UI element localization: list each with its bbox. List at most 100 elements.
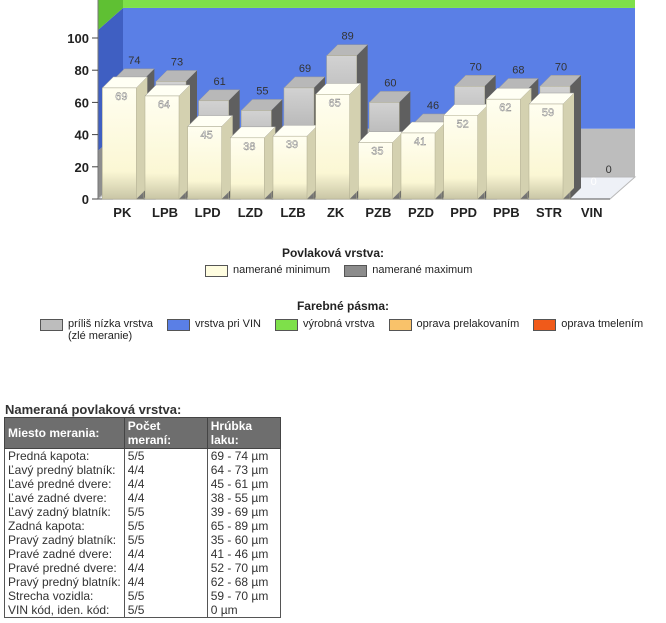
cell-thickness: 39 - 69 µm — [206, 505, 281, 519]
cell-location: Ľavé zadné dvere: — [4, 491, 125, 505]
data-label-max: 68 — [512, 65, 524, 77]
cell-count: 5/5 — [123, 533, 208, 547]
legend-item-min: namerané minimum — [205, 264, 330, 277]
data-label-min: 59 — [542, 107, 554, 119]
legend-label-production: výrobná vrstva — [302, 318, 375, 330]
bar-min-LZD — [230, 137, 265, 200]
data-label-min: 69 — [115, 91, 127, 103]
x-tick-label: PK — [113, 205, 132, 220]
header-count: Počet meraní: — [123, 417, 208, 449]
cell-count: 5/5 — [123, 603, 208, 618]
bands-legend-title: Farebné pásma: — [296, 299, 390, 313]
x-tick-label: LZB — [280, 205, 305, 220]
data-label-min: 52 — [457, 118, 469, 130]
cell-location: Ľavý zadný blatník: — [4, 505, 125, 519]
y-tick-label: 20 — [75, 160, 89, 175]
x-tick-label: PZD — [408, 205, 434, 220]
bar-min-PZD-side — [435, 121, 446, 199]
cell-count: 4/4 — [123, 463, 208, 477]
cell-thickness: 52 - 70 µm — [206, 561, 281, 575]
cell-thickness: 0 µm — [206, 603, 281, 618]
cell-count: 4/4 — [123, 547, 208, 561]
data-label-max: 74 — [128, 55, 140, 67]
data-label-max: 0 — [606, 164, 612, 176]
x-tick-label: PPB — [493, 205, 520, 220]
legend-swatch-max — [344, 265, 368, 277]
measurement-table: Miesto merania: Počet meraní: Hrúbka lak… — [4, 417, 281, 618]
cell-location: VIN kód, iden. kód: — [4, 603, 125, 618]
series-legend-title: Povlaková vrstva: — [281, 246, 385, 260]
table-row: VIN kód, iden. kód: 5/5 0 µm — [4, 603, 281, 618]
bar-min-PPB-side — [520, 88, 532, 199]
x-tick-label: LPB — [152, 205, 178, 220]
cell-location: Ľavé predné dvere: — [4, 477, 125, 491]
legend-swatch-repaint — [388, 319, 412, 331]
cell-thickness: 62 - 68 µm — [206, 575, 281, 589]
table-row: Ľavé zadné dvere: 4/4 38 - 55 µm — [4, 491, 281, 505]
bar-min-STR — [528, 103, 564, 200]
bar-min-ZK-side — [349, 83, 361, 199]
y-tick-label: 100 — [67, 31, 89, 46]
data-label-max: 70 — [470, 61, 482, 73]
table-row: Pravé zadné dvere: 4/4 41 - 46 µm — [4, 547, 281, 561]
x-tick-label: PPD — [450, 205, 477, 220]
cell-location: Pravý zadný blatník: — [4, 533, 125, 547]
x-tick-label: VIN — [581, 205, 603, 220]
y-tick-label: 0 — [82, 192, 89, 207]
y-tick-label: 40 — [75, 128, 89, 143]
table-row: Ľavé predné dvere: 4/4 45 - 61 µm — [4, 477, 281, 491]
legend-label-low-line2: (zlé meranie) — [68, 330, 133, 342]
table-row: Zadná kapota: 5/5 65 - 89 µm — [4, 519, 281, 533]
legend-swatch-low — [40, 319, 63, 331]
cell-location: Zadná kapota: — [4, 519, 125, 533]
data-label-min: 35 — [371, 146, 383, 158]
data-label-max: 69 — [299, 63, 311, 75]
band-production-side — [98, 0, 123, 30]
series-legend: namerané minimum namerané maximum — [205, 264, 486, 277]
bar-min-PPD-side — [477, 104, 489, 199]
legend-item-repaint: oprava prelakovaním — [388, 318, 519, 331]
data-label-min: 38 — [243, 141, 255, 153]
cell-location: Pravý predný blatník: — [4, 575, 125, 589]
band-production-wall — [123, 0, 635, 8]
legend-item-max: namerané maximum — [344, 264, 472, 277]
data-label-min: 45 — [201, 130, 213, 142]
cell-location: Ľavý predný blatník: — [4, 463, 125, 477]
legend-swatch-vin — [166, 319, 190, 331]
table-header-row: Miesto merania: Počet meraní: Hrúbka lak… — [4, 417, 281, 449]
cell-thickness: 35 - 60 µm — [206, 533, 281, 547]
legend-item-low: príliš nízka vrstva (zlé meranie) — [40, 318, 153, 342]
legend-swatch-filler — [533, 319, 557, 331]
cell-count: 4/4 — [123, 491, 208, 505]
legend-label-low-line1: príliš nízka vrstva — [68, 318, 153, 330]
bar-min-PZB — [358, 142, 393, 200]
cell-location: Pravé predné dvere: — [4, 561, 125, 575]
table-row: Pravý predný blatník: 4/4 62 - 68 µm — [4, 575, 281, 589]
data-label-max: 55 — [256, 85, 268, 97]
legend-item-filler: oprava tmelením — [533, 318, 643, 331]
legend-label-max: namerané maximum — [372, 264, 473, 276]
cell-thickness: 69 - 74 µm — [206, 448, 281, 463]
data-label-max: 73 — [171, 56, 183, 68]
table-row: Pravé predné dvere: 4/4 52 - 70 µm — [4, 561, 281, 575]
legend-swatch-min — [205, 265, 228, 277]
measurement-table-body: Predná kapota: 5/5 69 - 74 µm Ľavý predný b… — [4, 448, 281, 618]
cell-thickness: 65 - 89 µm — [206, 519, 281, 533]
legend-item-vin: vrstva pri VIN — [166, 318, 261, 331]
legend-label-low: príliš nízka vrstva (zlé meranie) — [68, 318, 153, 342]
cell-count: 4/4 — [123, 477, 208, 491]
x-tick-label: PZB — [365, 205, 391, 220]
header-thickness: Hrúbka laku: — [206, 417, 281, 449]
y-tick-label: 80 — [75, 63, 89, 78]
table-row: Pravý zadný blatník: 5/5 35 - 60 µm — [4, 533, 281, 547]
x-tick-label: STR — [536, 205, 563, 220]
data-label-max: 61 — [214, 76, 226, 88]
data-label-min: 0 — [591, 176, 597, 188]
table-row: Ľavý zadný blatník: 5/5 39 - 69 µm — [4, 505, 281, 519]
bar-min-LPD — [187, 126, 222, 200]
data-label-min: 65 — [329, 97, 341, 109]
legend-label-min: namerané minimum — [233, 264, 331, 276]
table-row: Strecha vozidla: 5/5 59 - 70 µm — [4, 589, 281, 603]
legend-label-vin: vrstva pri VIN — [194, 318, 261, 330]
x-tick-label: ZK — [327, 205, 345, 220]
